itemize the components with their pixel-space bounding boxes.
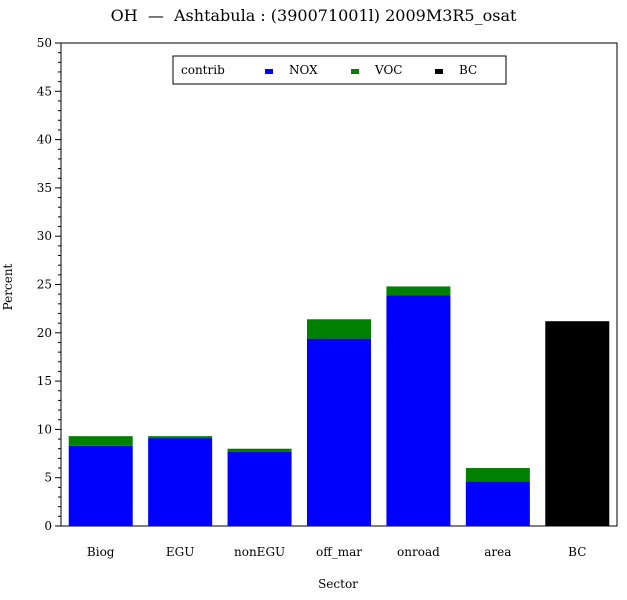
bar-off-mar-voc: [307, 319, 371, 339]
y-tick-label: 20: [37, 326, 52, 340]
legend-swatch-nox: [265, 69, 273, 74]
chart-title: OH — Ashtabula : (390071001l) 2009M3R5_o…: [110, 6, 517, 25]
y-tick-label: 30: [37, 229, 52, 243]
bar-biog-voc: [68, 436, 133, 446]
legend-label-nox: NOX: [289, 63, 318, 77]
legend-box: [172, 55, 507, 85]
bar-area-voc: [465, 468, 530, 482]
bar-egu-voc: [148, 436, 213, 439]
y-tick-label: 50: [37, 36, 52, 50]
y-tick-label: 25: [37, 278, 52, 292]
y-tick-label: 5: [44, 471, 52, 485]
bar-area-nox: [465, 481, 530, 526]
bars: [68, 286, 610, 526]
y-axis-label: Percent: [1, 263, 15, 310]
y-axis: 0 5 10 15 20 25 30 35 40 45 50: [37, 36, 61, 533]
x-tick-label: nonEGU: [234, 545, 285, 559]
bar-egu-nox: [148, 438, 213, 526]
y-tick-label: 45: [37, 84, 52, 98]
legend-swatch-voc: [351, 69, 359, 74]
bar-onroad-voc: [386, 286, 451, 296]
legend-title: contrib: [181, 63, 225, 77]
x-tick-label: onroad: [397, 545, 440, 559]
bar-off-mar-nox: [307, 338, 371, 526]
legend-swatch-bc: [435, 69, 443, 74]
legend-label-voc: VOC: [374, 63, 402, 77]
bar-nonegu-nox: [227, 451, 292, 526]
bar-biog-nox: [68, 445, 133, 526]
y-tick-label: 0: [44, 519, 52, 533]
x-axis: Biog EGU nonEGU off_mar onroad area BC: [87, 545, 586, 559]
x-tick-label: off_mar: [316, 545, 362, 559]
y-tick-label: 40: [37, 133, 52, 147]
x-tick-label: area: [484, 545, 511, 559]
y-tick-label: 35: [37, 181, 52, 195]
x-axis-label: Sector: [318, 577, 358, 591]
bar-bc-bc: [545, 321, 610, 526]
legend-label-bc: BC: [459, 63, 477, 77]
bar-onroad-nox: [386, 295, 451, 526]
y-tick-label: 10: [37, 422, 52, 436]
legend: contrib NOX VOC BC: [172, 55, 507, 85]
x-tick-label: BC: [568, 545, 586, 559]
bar-nonegu-voc: [227, 448, 292, 452]
x-tick-label: Biog: [87, 545, 115, 559]
y-tick-label: 15: [37, 374, 52, 388]
x-tick-label: EGU: [166, 545, 194, 559]
